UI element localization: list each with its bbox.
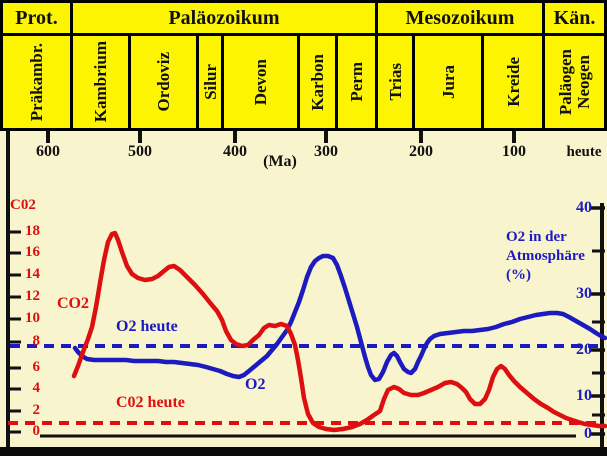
period-kambrium: Kambrium (73, 36, 131, 128)
period-label: Silur (200, 64, 220, 100)
time-axis-ticks (46, 131, 516, 143)
o2-curve (72, 253, 607, 383)
right-tick-20: 20 (576, 341, 592, 358)
period-label: Präkambr. (27, 42, 46, 122)
era-label: Mesozoikum (405, 6, 515, 29)
co2-today-label: C02 heute (116, 394, 185, 411)
period-karbon: Karbon (300, 36, 338, 128)
era-row: Prot. Paläozoikum Mesozoikum Kän. (3, 3, 604, 36)
co2-curve (71, 230, 607, 433)
time-tick-400: 400 (223, 143, 247, 160)
left-tick-2: 2 (32, 402, 41, 418)
period-praekambrium: Präkambr. (3, 36, 73, 128)
time-unit-label: (Ma) (263, 153, 297, 170)
left-tick-8: 8 (32, 333, 41, 349)
period-label: Kreide (503, 57, 523, 107)
left-tick-6: 6 (32, 359, 41, 375)
time-tick-200: 200 (409, 143, 433, 160)
period-label: Perm (347, 62, 366, 102)
time-label-heute: heute (566, 144, 602, 160)
left-tick-14: 14 (25, 266, 40, 282)
right-tick-30: 30 (576, 285, 592, 302)
period-silur: Silur (199, 36, 224, 128)
era-label: Kän. (553, 6, 596, 29)
right-axis-minor-ticks (592, 249, 605, 417)
period-label: Neogen (574, 55, 593, 109)
era-mesozoikum: Mesozoikum (378, 3, 545, 33)
period-label: Jura (438, 65, 458, 99)
period-devon: Devon (224, 36, 300, 128)
left-tick-16: 16 (25, 244, 40, 260)
period-jura: Jura (415, 36, 484, 128)
right-axis-title-line: O2 in der (506, 229, 567, 245)
left-tick-4: 4 (32, 380, 41, 396)
era-label: Prot. (15, 6, 58, 29)
left-tick-0: 0 (32, 423, 41, 439)
period-kreide: Kreide (484, 36, 545, 128)
era-kaenozoikum: Kän. (545, 3, 604, 33)
right-axis-title-line: Atmosphäre (506, 248, 585, 264)
period-row: Präkambr. Kambrium Ordoviz Silur Devon K… (3, 36, 604, 128)
right-axis-major-ticks (590, 206, 605, 436)
right-tick-40: 40 (576, 199, 592, 216)
period-ordoviz: Ordoviz (131, 36, 199, 128)
period-label: Kambrium (91, 41, 110, 123)
time-tick-300: 300 (314, 143, 338, 160)
left-tick-10: 10 (25, 310, 40, 326)
time-tick-500: 500 (128, 143, 152, 160)
o2-today-label: O2 heute (116, 318, 178, 335)
left-tick-12: 12 (25, 288, 40, 304)
period-label: Karbon (308, 53, 327, 111)
bottom-border (0, 447, 607, 456)
era-palaeozoikum: Paläozoikum (73, 3, 378, 33)
o2-curve-label: O2 (245, 376, 266, 393)
period-label: Ordoviz (154, 52, 173, 112)
era-label: Paläozoikum (168, 6, 280, 29)
co2-curve-label: CO2 (57, 295, 89, 312)
geologic-header: Prot. Paläozoikum Mesozoikum Kän. Präkam… (0, 0, 607, 131)
right-axis-title-line: (%) (506, 267, 531, 283)
era-proterozoikum: Prot. (3, 3, 73, 33)
right-tick-10: 10 (576, 387, 592, 404)
right-tick-0: 0 (584, 425, 592, 442)
period-label: Devon (251, 58, 270, 106)
time-tick-100: 100 (502, 143, 526, 160)
period-palaeogen-neogen: Paläogen Neogen (545, 36, 604, 128)
time-tick-600: 600 (36, 143, 60, 160)
left-tick-18: 18 (25, 223, 40, 239)
left-axis-title: C02 (10, 197, 36, 213)
period-label: Trias (385, 63, 405, 101)
period-label: Paläogen (556, 48, 575, 116)
left-axis-ticks (8, 230, 21, 434)
period-perm: Perm (338, 36, 378, 128)
right-axis-title: O2 in der Atmosphäre (%) (506, 228, 585, 285)
period-trias: Trias (378, 36, 415, 128)
